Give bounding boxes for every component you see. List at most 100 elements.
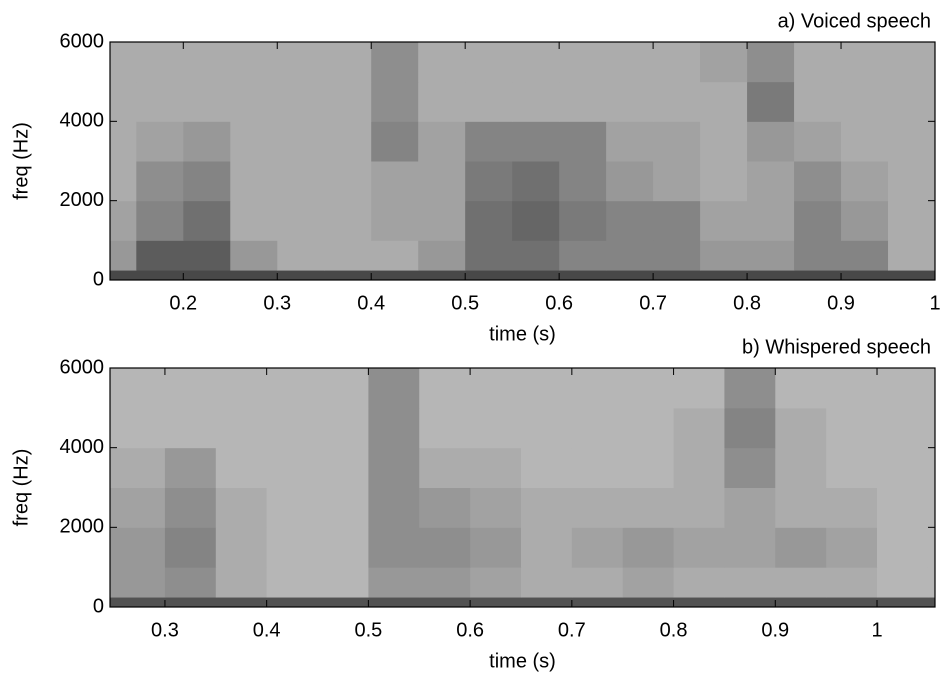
heat-cell: [418, 240, 466, 271]
heat-cell: [418, 81, 466, 122]
heat-cell: [230, 161, 278, 202]
heat-cell: [673, 597, 725, 608]
heat-cell: [826, 368, 878, 409]
heat-cell: [559, 121, 607, 162]
heat-cell: [520, 407, 573, 449]
heat-cell: [324, 42, 372, 83]
heat-cell: [164, 597, 217, 608]
heat-cell: [520, 447, 573, 488]
heat-cell: [622, 368, 675, 409]
heat-cell: [266, 597, 319, 608]
plot-frame: [109, 41, 936, 281]
heat-cell: [724, 368, 776, 409]
heat-cell: [653, 81, 701, 122]
heat-cell: [747, 200, 795, 241]
y-tick-label: 2000: [60, 516, 105, 538]
y-tick-label: 6000: [60, 30, 105, 52]
heat-cell: [571, 487, 624, 528]
heat-cell: [371, 42, 419, 83]
heat-cell: [277, 200, 325, 241]
heat-cell: [724, 527, 776, 568]
heat-cell: [826, 567, 878, 598]
heat-cell: [622, 597, 675, 608]
heat-cell: [927, 407, 936, 449]
heat-cell: [877, 407, 929, 449]
heat-cell: [747, 240, 795, 271]
heat-cell: [888, 161, 936, 202]
x-axis-label: time (s): [489, 323, 556, 345]
heat-cell: [520, 527, 573, 568]
heat-cell: [110, 42, 137, 83]
heat-cell: [520, 487, 573, 528]
heat-cell: [606, 121, 654, 162]
heat-cell: [700, 121, 748, 162]
heat-cell: [266, 368, 319, 409]
heat-cell: [653, 161, 701, 202]
heat-cell: [215, 368, 268, 409]
heat-cell: [136, 42, 184, 83]
heat-cell: [653, 121, 701, 162]
heat-cell: [512, 200, 560, 241]
heat-cell: [512, 270, 560, 281]
heat-cell: [606, 161, 654, 202]
heat-cell: [418, 161, 466, 202]
x-tick-label: 0.4: [357, 292, 385, 314]
heat-cell: [230, 121, 278, 162]
heat-cell: [927, 597, 936, 608]
heat-cell: [571, 368, 624, 409]
heat-cell: [826, 597, 878, 608]
heat-cell: [317, 447, 369, 488]
x-tick-label: 0.7: [639, 292, 667, 314]
heat-cell: [110, 121, 137, 162]
heat-cell: [571, 527, 624, 568]
heat-cell: [110, 161, 137, 202]
heat-cell: [559, 200, 607, 241]
heat-cell: [653, 240, 701, 271]
heat-cell: [606, 270, 654, 281]
heat-cell: [673, 487, 725, 528]
heat-cell: [470, 527, 522, 568]
x-tick-label: 0.5: [451, 292, 479, 314]
heat-cell: [700, 161, 748, 202]
heat-cell: [841, 42, 889, 83]
x-tick-label: 0.9: [761, 619, 789, 641]
heat-cell: [724, 487, 776, 528]
heat-cell: [317, 527, 369, 568]
heat-cell: [559, 42, 607, 83]
heat-cell: [215, 447, 268, 488]
heat-cell: [927, 567, 936, 598]
y-tick-label: 4000: [60, 110, 105, 132]
heat-cell: [110, 447, 166, 488]
heat-cell: [230, 42, 278, 83]
heat-cell: [266, 527, 319, 568]
heat-cell: [747, 81, 795, 122]
heat-cell: [418, 42, 466, 83]
heat-cell: [888, 240, 936, 271]
heat-cell: [470, 368, 522, 409]
heat-cell: [183, 200, 231, 241]
heat-cell: [136, 270, 184, 281]
heat-cell: [512, 161, 560, 202]
heat-cell: [724, 597, 776, 608]
heat-cell: [794, 42, 842, 83]
x-axis-label: time (s): [489, 650, 556, 672]
heat-cell: [877, 447, 929, 488]
heat-cell: [700, 42, 748, 83]
heat-cell: [324, 200, 372, 241]
heat-cell: [419, 597, 471, 608]
chart-title: b) Whispered speech: [742, 336, 931, 358]
heat-cell: [164, 407, 217, 449]
heat-cell: [470, 567, 522, 598]
heat-cell: [877, 368, 929, 409]
heat-cell: [110, 527, 166, 568]
heat-cell: [794, 240, 842, 271]
heat-cell: [317, 597, 369, 608]
heat-cell: [877, 527, 929, 568]
heat-cell: [230, 240, 278, 271]
heat-cell: [110, 567, 166, 598]
heat-cell: [520, 567, 573, 598]
x-tick-label: 0.9: [827, 292, 855, 314]
heat-cell: [465, 161, 513, 202]
heat-cell: [794, 270, 842, 281]
